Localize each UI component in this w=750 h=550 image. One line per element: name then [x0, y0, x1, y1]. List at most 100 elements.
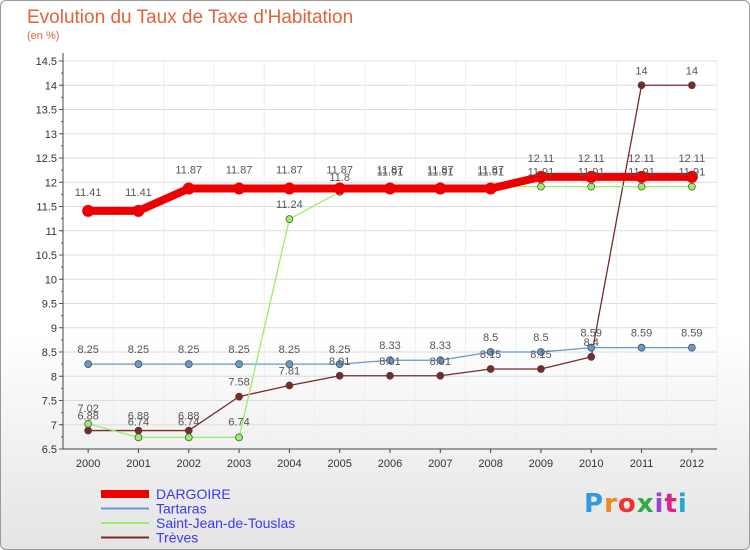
- data-point: [484, 182, 497, 195]
- data-label: 8.01: [430, 356, 451, 368]
- y-tick-label: 7.5: [42, 396, 57, 408]
- y-tick-label: 12.5: [36, 153, 57, 165]
- data-point: [687, 182, 696, 191]
- logo-letter: P: [584, 489, 605, 519]
- y-tick-label: 14.5: [36, 56, 57, 68]
- y-tick-label: 9.5: [42, 299, 57, 311]
- data-label: 11.87: [377, 165, 404, 177]
- logo-letter: r: [604, 489, 618, 519]
- data-point: [637, 81, 646, 90]
- data-label: 8.5: [483, 332, 498, 344]
- data-label: 8.5: [533, 332, 548, 344]
- y-tick-label: 10: [45, 274, 57, 286]
- data-point: [182, 182, 195, 195]
- data-point: [637, 343, 646, 352]
- data-point: [386, 356, 394, 365]
- x-tick-label: 2006: [378, 458, 402, 470]
- unit-label: (en %): [27, 30, 60, 42]
- data-point: [537, 365, 545, 373]
- data-label: 14: [635, 65, 647, 77]
- data-label: 11.8: [329, 172, 350, 184]
- data-point: [685, 170, 698, 183]
- data-point: [285, 381, 294, 390]
- data-point: [335, 360, 344, 368]
- data-point: [132, 204, 145, 217]
- data-label: 11.87: [175, 165, 202, 177]
- x-tick-label: 2011: [630, 458, 654, 470]
- data-point: [486, 348, 495, 356]
- y-tick-label: 9: [51, 323, 57, 335]
- data-label: 12.11: [628, 153, 655, 165]
- y-tick-label: 11: [46, 226, 57, 238]
- data-label: 8.25: [77, 344, 98, 356]
- data-point: [434, 182, 447, 195]
- y-tick-label: 14: [45, 80, 57, 92]
- x-tick-label: 2009: [529, 458, 553, 470]
- data-label: 8.25: [228, 344, 249, 356]
- data-label: 8.15: [480, 349, 501, 361]
- x-tick-label: 2012: [680, 458, 704, 470]
- y-tick-label: 8: [51, 371, 57, 383]
- x-tick-label: 2007: [428, 458, 452, 470]
- data-label: 12.11: [678, 153, 705, 165]
- data-label: 8.25: [279, 344, 300, 356]
- logo-letter: x: [636, 489, 655, 519]
- data-label: 11.91: [477, 167, 504, 179]
- legend-label: DARGOIRE: [156, 486, 231, 502]
- data-label: 8.59: [681, 328, 702, 340]
- data-label: 11.87: [226, 165, 253, 177]
- data-point: [184, 433, 193, 442]
- data-label: 11.87: [326, 165, 353, 177]
- data-label: 6.74: [178, 416, 199, 428]
- data-label: 11.91: [678, 167, 705, 179]
- data-point: [587, 353, 596, 361]
- data-label: 12.11: [578, 153, 605, 165]
- data-point: [687, 343, 696, 352]
- x-tick-label: 2001: [126, 458, 150, 470]
- data-point: [84, 419, 93, 428]
- data-label: 14: [686, 65, 698, 77]
- data-point: [687, 81, 696, 90]
- y-tick-label: 12: [45, 177, 57, 189]
- series-line-saint-jean-de-touslas: [87, 185, 693, 439]
- data-point: [184, 360, 193, 368]
- data-label: 12.11: [528, 153, 555, 165]
- data-label: 11.24: [276, 199, 303, 211]
- data-point: [486, 365, 495, 373]
- data-label: 6.88: [77, 411, 98, 423]
- data-point: [587, 343, 596, 352]
- y-tick-label: 6.5: [42, 444, 57, 456]
- logo-letter: o: [617, 489, 637, 519]
- data-label: 8.01: [329, 356, 350, 368]
- data-label: 8.59: [581, 328, 602, 340]
- proxiti-logo: Proxiti: [584, 489, 688, 519]
- data-label: 6.74: [128, 416, 149, 428]
- data-point: [134, 360, 143, 368]
- data-label: 11.91: [528, 167, 555, 179]
- data-label: 11.91: [578, 167, 605, 179]
- data-point: [283, 182, 296, 195]
- x-tick-label: 2003: [227, 458, 251, 470]
- data-label: 11.87: [477, 165, 504, 177]
- data-label: 11.41: [125, 187, 152, 199]
- data-point: [637, 182, 646, 191]
- data-label: 8.25: [329, 344, 350, 356]
- data-point: [235, 392, 243, 401]
- data-label: 8.01: [379, 356, 400, 368]
- data-point: [285, 360, 294, 368]
- data-label: 8.33: [430, 340, 451, 352]
- logo-letter: i: [654, 489, 665, 519]
- data-point: [84, 360, 93, 368]
- x-tick-label: 2004: [277, 458, 301, 470]
- data-point: [436, 356, 445, 365]
- logo-letter: t: [664, 489, 678, 519]
- x-tick-label: 2005: [327, 458, 351, 470]
- data-label: 11.41: [75, 187, 102, 199]
- data-point: [537, 348, 545, 356]
- legend-label: Trèves: [156, 530, 198, 546]
- data-label: 11.91: [377, 167, 404, 179]
- data-point: [82, 204, 95, 217]
- data-label: 11.91: [427, 167, 454, 179]
